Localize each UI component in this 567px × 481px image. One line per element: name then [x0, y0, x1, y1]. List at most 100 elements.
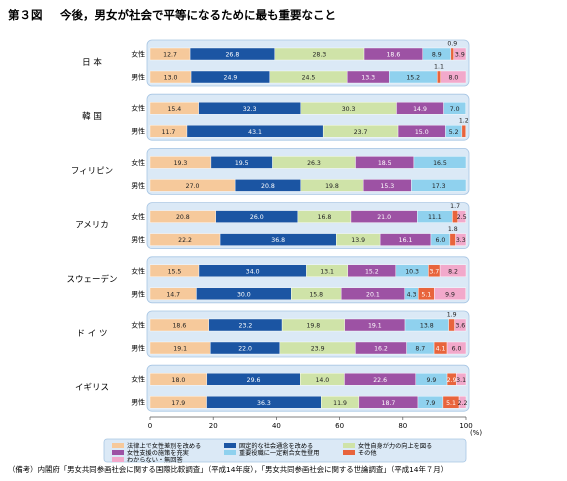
sex-label: 女性 — [131, 104, 145, 113]
data-label: 4.1 — [436, 346, 446, 353]
data-label: 15.2 — [365, 268, 379, 275]
legend-label: 固定的な社会通念を改める — [239, 442, 313, 450]
data-label: 20.8 — [261, 183, 275, 190]
data-label: 17.9 — [171, 400, 185, 407]
data-label: 16.1 — [399, 237, 413, 244]
bar-segment — [448, 318, 455, 332]
data-label: 5.2 — [449, 129, 459, 136]
data-label: 9.9 — [445, 291, 455, 298]
bar-segment — [411, 179, 467, 192]
data-label: 10.3 — [405, 268, 419, 275]
data-label: 23.9 — [311, 346, 325, 353]
data-label: 8.7 — [415, 346, 425, 353]
data-label: 3.3 — [456, 237, 466, 244]
data-label: 16.8 — [318, 214, 332, 221]
sex-label: 男性 — [131, 181, 145, 190]
data-label: 22.0 — [238, 346, 252, 353]
data-label: 7.9 — [426, 400, 436, 407]
data-label: 20.8 — [176, 214, 190, 221]
data-label: 8.0 — [448, 75, 458, 82]
data-label: 24.5 — [302, 75, 316, 82]
bars-layer: 日 本女性 12.7 26.8 28.3 18.6 8.90.93.9男性 13.0 24.9… — [66, 41, 469, 409]
figure-label: 第３図 — [8, 8, 43, 22]
data-label: 14.9 — [413, 106, 427, 113]
legend: 法律上で女性差別を改める 固定的な社会通念を改める 女性自身が力の向上を図る女性支援… — [103, 438, 467, 464]
sex-label: 男性 — [131, 289, 145, 298]
bar-segment — [434, 287, 466, 300]
data-label: 34.0 — [246, 268, 260, 275]
country-label: ド イ ツ — [77, 329, 108, 339]
data-label: 7.0 — [450, 106, 460, 113]
data-label: 12.7 — [163, 52, 177, 59]
chart-title: 今後，男女が社会で平等になるために最も重要なこと — [59, 8, 336, 22]
sex-label: 女性 — [131, 212, 145, 221]
bar-segment — [449, 233, 456, 246]
data-label: 14.0 — [315, 377, 329, 384]
source-note: （備考）内閣府「男女共同参画社会に関する国際比較調査」（平成14年度），「男女共… — [8, 465, 448, 474]
data-label: 21.0 — [377, 214, 391, 221]
data-label: 18.6 — [387, 52, 401, 59]
data-label: 20.1 — [366, 291, 380, 298]
x-tick-label: 100 — [459, 422, 472, 430]
data-label: 36.8 — [271, 237, 285, 244]
sex-label: 女性 — [131, 158, 145, 167]
data-label: 2.5 — [457, 214, 467, 221]
data-label: 3.9 — [455, 52, 465, 59]
data-label: 19.1 — [368, 323, 382, 330]
bar-segment — [461, 124, 466, 138]
sex-label: 男性 — [131, 73, 145, 82]
data-label: 15.3 — [380, 183, 394, 190]
data-label: 5.1 — [446, 400, 456, 407]
sex-label: 女性 — [131, 321, 145, 330]
data-label: 11.7 — [162, 129, 176, 136]
x-tick-label: 20 — [209, 422, 218, 430]
data-label: 13.0 — [164, 75, 178, 82]
data-label: 32.3 — [243, 106, 257, 113]
data-label: 18.6 — [172, 323, 186, 330]
country-label: アメリカ — [75, 221, 109, 231]
sex-label: 男性 — [131, 127, 145, 136]
data-label: 14.7 — [166, 291, 180, 298]
x-tick-label: 80 — [398, 422, 407, 430]
data-label: 6.0 — [436, 237, 446, 244]
data-label: 9.9 — [427, 377, 437, 384]
legend-label: 女性支援の施策を充実 — [127, 449, 189, 457]
data-label: 43.1 — [248, 129, 262, 136]
data-label: 4.3 — [407, 291, 417, 298]
bar-segment — [454, 318, 467, 332]
data-label: 13.9 — [351, 237, 365, 244]
group-bands — [146, 39, 470, 412]
data-label: 19.8 — [325, 183, 339, 190]
data-label: 11.9 — [333, 400, 347, 407]
data-label: 15.8 — [309, 291, 323, 298]
data-label: 1.9 — [447, 312, 457, 319]
data-label: 1.7 — [450, 203, 460, 210]
sex-label: 男性 — [131, 398, 145, 407]
data-label: 23.7 — [354, 129, 368, 136]
data-label: 19.8 — [306, 323, 320, 330]
bar-segment — [437, 70, 441, 84]
data-label: 13.1 — [320, 268, 334, 275]
data-label: 24.9 — [224, 75, 238, 82]
country-label: 日 本 — [82, 57, 102, 68]
bar-segment — [440, 70, 467, 84]
data-label: 3.7 — [429, 268, 439, 275]
data-label: 8.9 — [432, 52, 442, 59]
data-label: 36.3 — [257, 400, 271, 407]
legend-swatch — [224, 450, 236, 455]
data-label: 15.2 — [406, 75, 420, 82]
data-label: 8.2 — [448, 268, 458, 275]
sex-label: 女性 — [131, 375, 145, 384]
legend-box — [103, 438, 467, 463]
x-unit-label: (%) — [470, 429, 482, 437]
legend-label: 重要役職に一定割合女性登用 — [239, 449, 319, 457]
data-label: 27.0 — [186, 183, 200, 190]
bar-segment — [439, 264, 467, 277]
data-label: 1.8 — [448, 226, 458, 233]
data-label: 19.3 — [174, 160, 188, 167]
data-label: 2.2 — [458, 400, 468, 407]
data-label: 18.0 — [172, 377, 186, 384]
sex-label: 男性 — [131, 235, 145, 244]
country-label: スウェーデン — [66, 274, 117, 285]
